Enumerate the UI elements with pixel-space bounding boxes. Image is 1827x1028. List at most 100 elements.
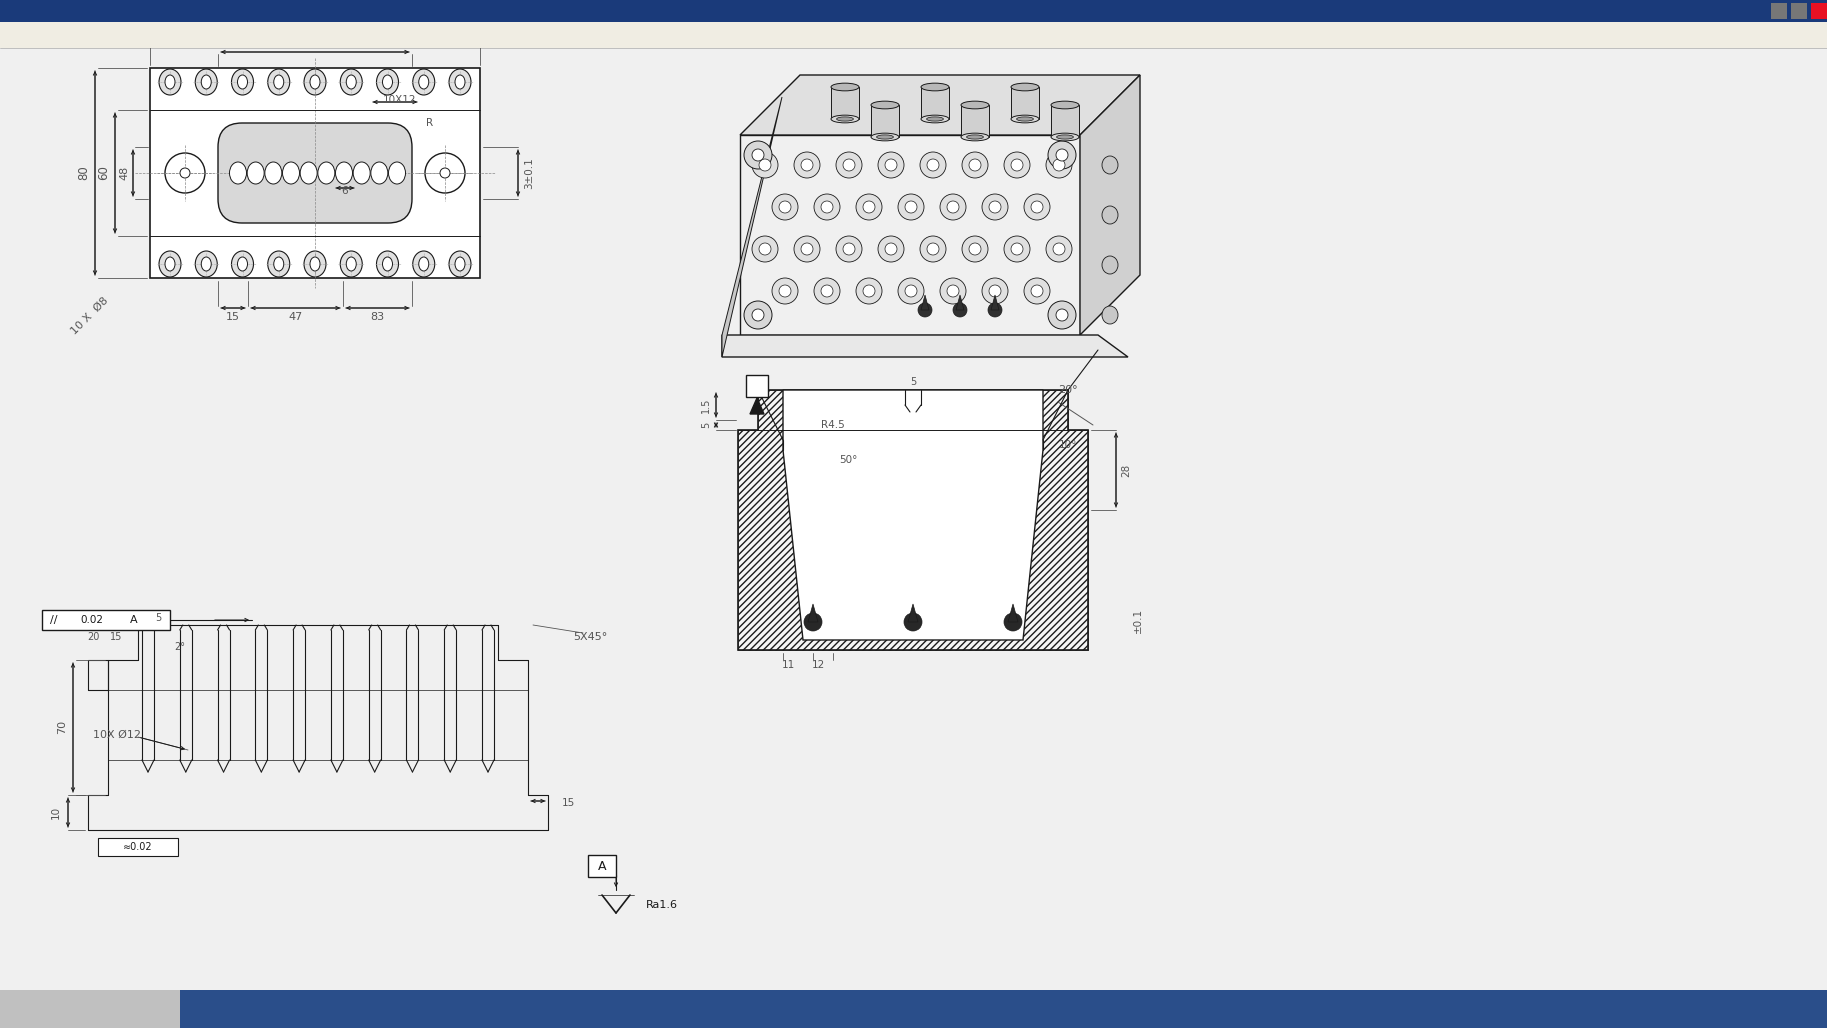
- Circle shape: [744, 141, 773, 169]
- Ellipse shape: [449, 69, 471, 95]
- Text: 10X12: 10X12: [384, 95, 417, 105]
- Circle shape: [988, 303, 1001, 317]
- Circle shape: [1047, 236, 1072, 262]
- Ellipse shape: [413, 251, 435, 277]
- Bar: [1770, 3, 1787, 19]
- Circle shape: [1023, 194, 1051, 220]
- Bar: [0, 990, 1827, 1028]
- Circle shape: [753, 309, 764, 321]
- Ellipse shape: [1010, 115, 1040, 123]
- Circle shape: [800, 243, 813, 255]
- Text: 5X45°: 5X45°: [574, 632, 607, 642]
- Circle shape: [1049, 141, 1076, 169]
- Ellipse shape: [274, 257, 283, 271]
- Ellipse shape: [336, 162, 353, 184]
- Ellipse shape: [283, 162, 300, 184]
- Circle shape: [820, 285, 833, 297]
- Circle shape: [862, 201, 875, 213]
- Circle shape: [899, 194, 924, 220]
- Ellipse shape: [921, 115, 948, 123]
- Ellipse shape: [871, 134, 899, 141]
- Circle shape: [879, 236, 904, 262]
- Circle shape: [753, 236, 778, 262]
- Ellipse shape: [265, 162, 281, 184]
- Ellipse shape: [961, 101, 988, 109]
- Circle shape: [815, 278, 840, 304]
- Ellipse shape: [232, 251, 254, 277]
- Circle shape: [1052, 243, 1065, 255]
- Bar: [1051, 105, 1080, 137]
- Circle shape: [744, 301, 773, 329]
- Text: 5: 5: [910, 377, 915, 387]
- Ellipse shape: [347, 257, 356, 271]
- Ellipse shape: [274, 75, 283, 89]
- Circle shape: [804, 613, 822, 631]
- Ellipse shape: [159, 251, 181, 277]
- Polygon shape: [722, 335, 1127, 357]
- Ellipse shape: [376, 69, 398, 95]
- Text: 2°: 2°: [175, 642, 186, 652]
- Text: A: A: [597, 859, 607, 873]
- Text: 15: 15: [561, 798, 576, 808]
- Bar: [588, 855, 616, 877]
- Polygon shape: [921, 295, 928, 310]
- Text: 80: 80: [307, 38, 322, 51]
- Bar: [745, 375, 767, 397]
- Bar: [831, 87, 859, 119]
- Bar: [1790, 3, 1807, 19]
- Circle shape: [426, 153, 466, 193]
- Circle shape: [946, 201, 959, 213]
- Text: R4.5: R4.5: [820, 420, 844, 430]
- Circle shape: [1056, 309, 1069, 321]
- Text: 20: 20: [88, 632, 99, 642]
- Circle shape: [1023, 278, 1051, 304]
- Text: 0.02: 0.02: [80, 615, 104, 625]
- Text: 15: 15: [227, 313, 239, 322]
- Polygon shape: [956, 295, 965, 310]
- Ellipse shape: [831, 83, 859, 90]
- Ellipse shape: [159, 69, 181, 95]
- Polygon shape: [722, 97, 782, 357]
- Circle shape: [1005, 613, 1021, 631]
- Ellipse shape: [382, 75, 393, 89]
- Text: 10°: 10°: [1060, 440, 1078, 450]
- Ellipse shape: [1051, 101, 1080, 109]
- Text: ↻: ↻: [992, 1002, 1003, 1016]
- Circle shape: [164, 153, 205, 193]
- Ellipse shape: [389, 162, 406, 184]
- Text: ▶|: ▶|: [935, 1001, 950, 1017]
- Ellipse shape: [831, 115, 859, 123]
- Ellipse shape: [371, 162, 387, 184]
- Text: 155: 155: [303, 22, 327, 35]
- Text: 60: 60: [97, 166, 110, 181]
- Circle shape: [773, 194, 798, 220]
- Bar: [1010, 87, 1040, 119]
- Circle shape: [879, 152, 904, 178]
- Circle shape: [884, 243, 897, 255]
- Polygon shape: [740, 135, 1080, 335]
- Ellipse shape: [201, 75, 212, 89]
- Ellipse shape: [311, 75, 320, 89]
- Ellipse shape: [1102, 256, 1118, 274]
- Text: 刻录(U) ▾: 刻录(U) ▾: [168, 30, 206, 40]
- Text: 48: 48: [119, 166, 130, 180]
- Circle shape: [795, 152, 820, 178]
- Ellipse shape: [449, 251, 471, 277]
- Text: //: //: [51, 615, 58, 625]
- Ellipse shape: [382, 257, 393, 271]
- Bar: [0, 22, 1827, 48]
- Ellipse shape: [961, 134, 988, 141]
- Circle shape: [795, 236, 820, 262]
- Polygon shape: [784, 390, 1043, 640]
- Ellipse shape: [269, 251, 290, 277]
- Circle shape: [904, 285, 917, 297]
- Text: 6: 6: [342, 186, 349, 196]
- Ellipse shape: [1102, 306, 1118, 324]
- Ellipse shape: [921, 83, 948, 90]
- Ellipse shape: [455, 75, 466, 89]
- Ellipse shape: [303, 251, 325, 277]
- Ellipse shape: [201, 257, 212, 271]
- Text: 47: 47: [289, 313, 303, 322]
- Circle shape: [954, 303, 966, 317]
- Ellipse shape: [318, 162, 334, 184]
